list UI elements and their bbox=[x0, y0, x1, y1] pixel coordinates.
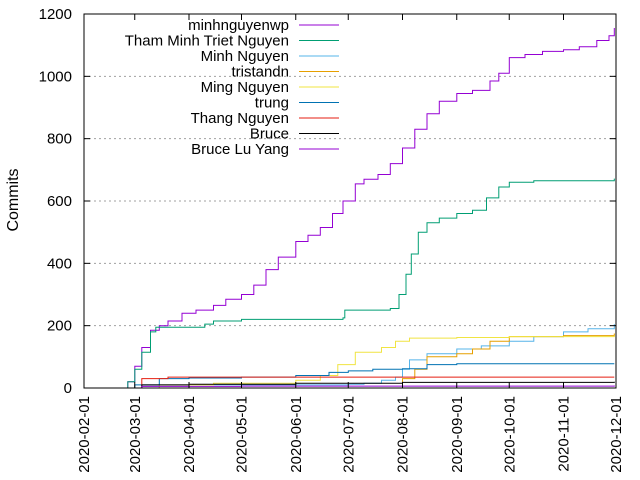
x-tick-label: 2020-03-01 bbox=[127, 396, 144, 473]
x-tick-label: 2020-07-01 bbox=[340, 396, 357, 473]
legend-label: tristandn bbox=[231, 64, 289, 81]
y-tick-label: 600 bbox=[47, 193, 72, 210]
x-tick-label: 2020-09-01 bbox=[449, 396, 466, 473]
y-tick-labels: 0 200 400 600 800 1000 1200 bbox=[39, 6, 72, 397]
x-tick-labels: 2020-02-01 2020-03-01 2020-04-01 2020-05-01… bbox=[76, 396, 625, 473]
axes bbox=[83, 13, 617, 389]
y-tick-label: 1000 bbox=[39, 68, 72, 85]
legend-label: Tham Minh Triet Nguyen bbox=[125, 33, 289, 50]
x-tick-label: 2020-12-01 bbox=[608, 396, 625, 473]
series-line-5 bbox=[134, 335, 615, 389]
y-tick-label: 200 bbox=[47, 318, 72, 335]
legend-label: Bruce Lu Yang bbox=[191, 141, 289, 158]
x-tick-label: 2020-05-01 bbox=[234, 396, 251, 473]
x-tick-label: 2020-04-01 bbox=[181, 396, 198, 473]
legend-label: trung bbox=[255, 95, 289, 112]
x-tick-label: 2020-10-01 bbox=[501, 396, 518, 473]
y-tick-label: 400 bbox=[47, 255, 72, 272]
x-tick-label: 2020-02-01 bbox=[76, 396, 93, 473]
x-tick-label: 2020-06-01 bbox=[288, 396, 305, 473]
y-tick-label: 800 bbox=[47, 131, 72, 148]
legend-label: Thang Nguyen bbox=[191, 110, 289, 127]
y-axis-title: Commits bbox=[5, 168, 22, 231]
series-line-2 bbox=[120, 178, 615, 389]
legend-label: minhnguyenwp bbox=[188, 17, 289, 34]
x-tick-label: 2020-11-01 bbox=[556, 396, 573, 472]
x-tick-label: 2020-08-01 bbox=[395, 396, 412, 473]
y-tick-label: 0 bbox=[64, 380, 72, 397]
legend-label: Bruce bbox=[250, 126, 289, 143]
y-tick-label: 1200 bbox=[39, 6, 72, 23]
legend-label: Minh Nguyen bbox=[201, 48, 289, 65]
series-line-1 bbox=[120, 28, 615, 389]
legend-label: Ming Nguyen bbox=[201, 79, 289, 96]
series-line-6 bbox=[124, 363, 615, 389]
